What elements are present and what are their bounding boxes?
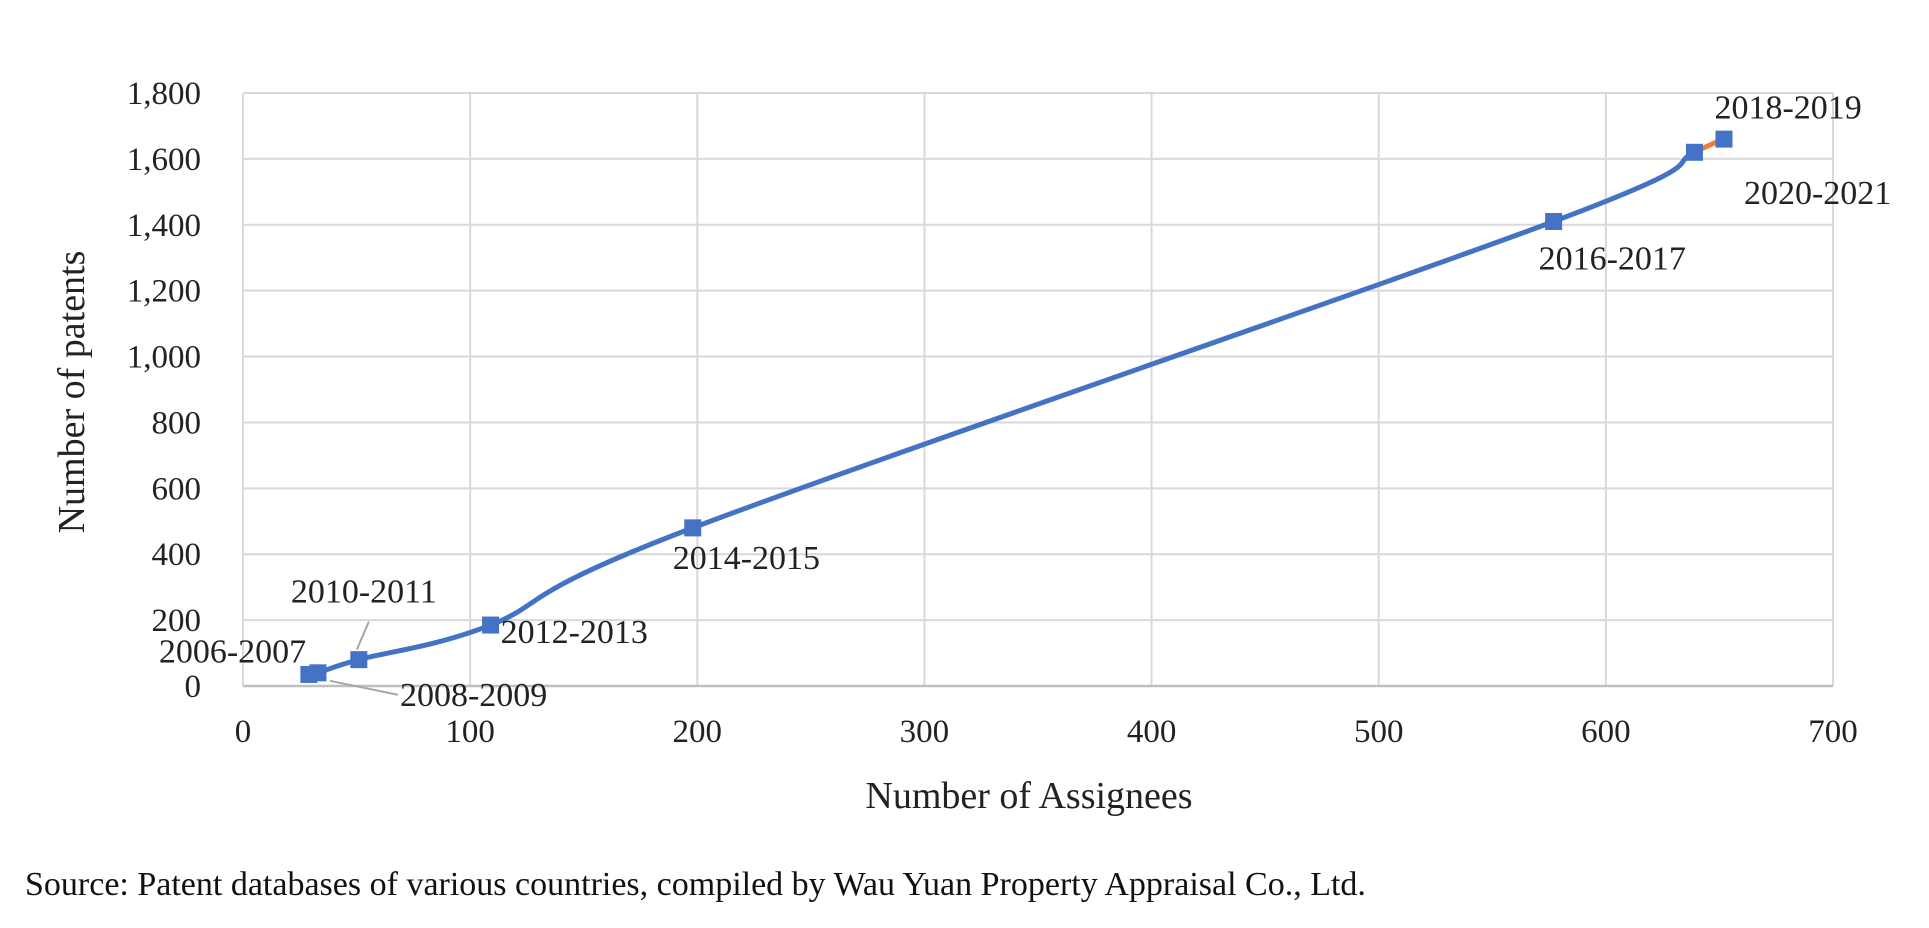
y-tick-label: 600	[152, 471, 202, 507]
y-tick-label: 800	[152, 405, 202, 441]
y-tick-label: 400	[152, 537, 202, 573]
series-line-segment	[488, 525, 696, 628]
x-tick-label: 300	[900, 714, 950, 750]
series-line-segment	[356, 622, 494, 663]
patents-vs-assignees-chart: 0 200 400 600 800 1,000 1,200 1,400 1,600 1,800 0 1…	[51, 76, 1891, 817]
data-point-marker	[1685, 143, 1703, 161]
grid	[243, 92, 1834, 686]
data-point-marker	[482, 616, 500, 634]
y-tick-label: 200	[152, 603, 202, 639]
x-tick-label: 100	[445, 714, 495, 750]
data-point-marker	[1545, 212, 1563, 230]
data-label: 2016-2017	[1539, 240, 1686, 277]
x-tick-label: 500	[1354, 714, 1404, 750]
series-line-segment	[690, 218, 1557, 531]
y-tick-label: 1,600	[127, 142, 201, 178]
data-label: 2010-2011	[291, 574, 437, 611]
x-tick-label: 600	[1581, 714, 1631, 750]
series-line-segment	[1551, 149, 1697, 224]
data-label: 2012-2013	[501, 614, 648, 651]
y-tick-label: 0	[185, 669, 202, 705]
x-tick-label: 700	[1808, 714, 1858, 750]
data-points	[300, 130, 1733, 683]
y-tick-label: 1,800	[127, 76, 201, 112]
data-label: 2006-2007	[159, 633, 306, 670]
data-label: 2018-2019	[1714, 89, 1861, 126]
source-note: Source: Patent databases of various coun…	[25, 866, 1366, 903]
y-tick-label: 1,000	[127, 340, 201, 376]
data-label: 2020-2021	[1744, 175, 1891, 212]
data-point-marker	[309, 664, 327, 682]
label-leader-lines	[329, 621, 399, 696]
label-leader-line	[329, 679, 399, 696]
y-axis-title: Number of patents	[51, 251, 93, 534]
y-tick-label: 1,200	[127, 274, 201, 310]
data-point-marker	[350, 651, 368, 669]
data-label: 2014-2015	[673, 540, 820, 577]
y-tick-label: 1,400	[127, 208, 201, 244]
data-label: 2008-2009	[400, 677, 547, 714]
x-tick-label: 200	[673, 714, 723, 750]
label-leader-line	[355, 621, 370, 651]
x-tick-label: 0	[235, 714, 252, 750]
series-lines	[306, 136, 1727, 677]
data-point-marker	[1715, 130, 1733, 148]
data-labels: 2006-2007 2008-2009 2010-2011 2012-2013 2014…	[159, 89, 1891, 714]
data-point-marker	[684, 519, 702, 537]
x-axis-title: Number of Assignees	[865, 775, 1192, 817]
x-tick-label: 400	[1127, 714, 1177, 750]
tick-labels: 0 200 400 600 800 1,000 1,200 1,400 1,600 1,800 0 1…	[127, 76, 1858, 750]
axes	[242, 93, 1833, 688]
